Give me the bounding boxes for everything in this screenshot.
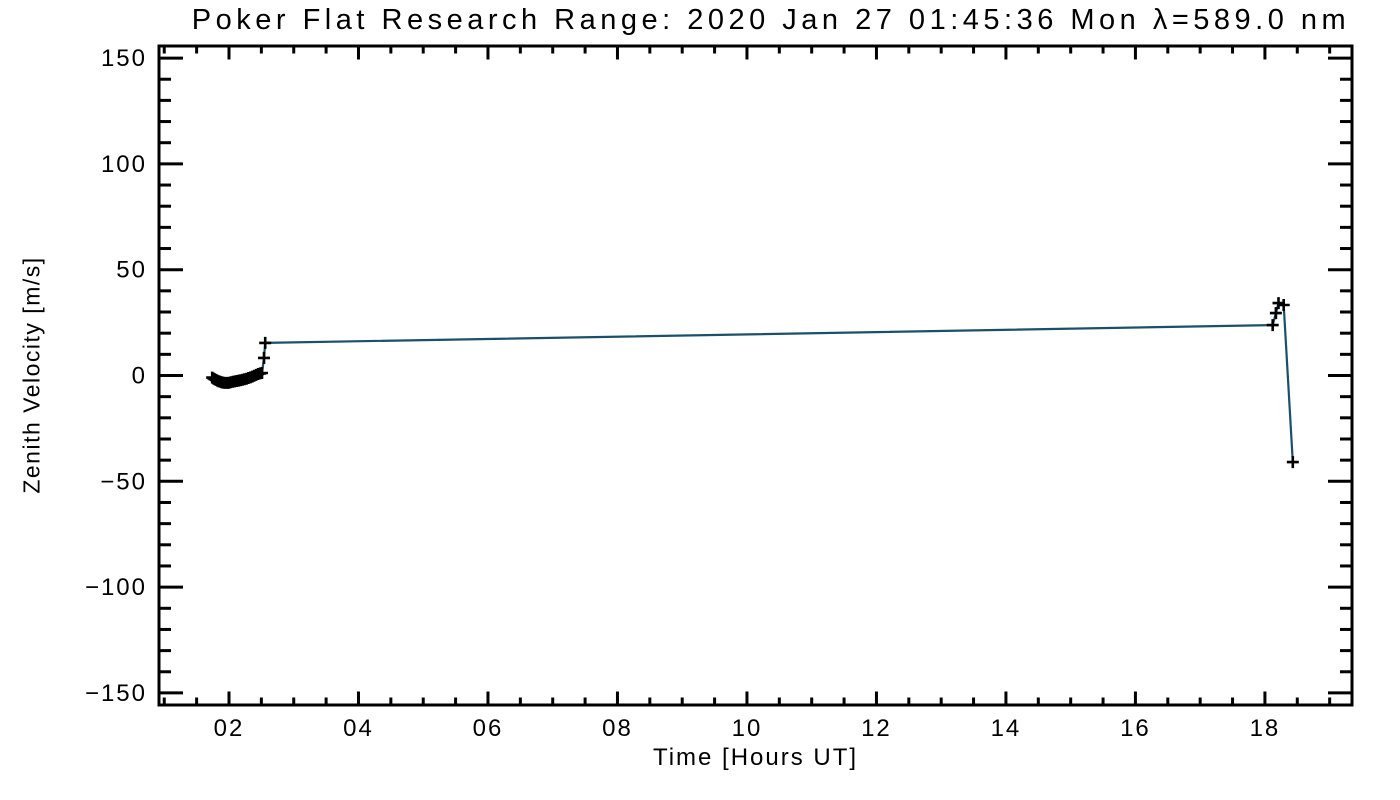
tick-labels: 02 04 06 08 10 12 14 16 18 150 100 50 0 −50 −100 −150 [85, 45, 1281, 742]
y-tick-label: 50 [116, 257, 147, 284]
y-tick-label: −150 [85, 680, 147, 707]
y-tick-label: 0 [132, 363, 147, 390]
y-tick-label: −100 [85, 574, 147, 601]
x-tick-label: 16 [1120, 715, 1151, 742]
x-axis-label: Time [Hours UT] [652, 744, 859, 771]
x-tick-label: 04 [343, 715, 374, 742]
x-tick-label: 10 [732, 715, 763, 742]
axis-ticks [159, 46, 1352, 705]
x-tick-label: 18 [1250, 715, 1281, 742]
x-tick-label: 02 [214, 715, 245, 742]
x-tick-label: 12 [861, 715, 892, 742]
y-tick-label: 150 [101, 45, 147, 72]
chart-title: Poker Flat Research Range: 2020 Jan 27 0… [191, 4, 1351, 36]
x-tick-label: 06 [473, 715, 504, 742]
y-tick-label: −50 [100, 468, 147, 495]
x-tick-label: 14 [991, 715, 1022, 742]
x-tick-label: 08 [602, 715, 633, 742]
data-line [211, 302, 1294, 463]
data-point-markers [206, 297, 1299, 469]
y-tick-label: 100 [101, 151, 147, 178]
plot-box [157, 44, 1354, 707]
